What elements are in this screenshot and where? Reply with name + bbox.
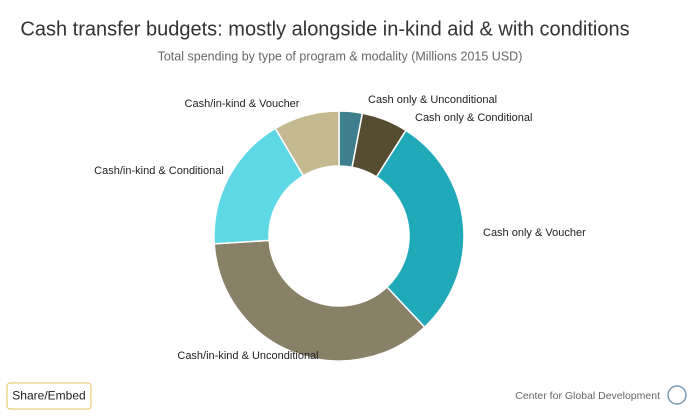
donut-segment <box>375 129 465 329</box>
segment-label: Cash/in-kind & Unconditional <box>177 350 318 362</box>
chart-title: Cash transfer budgets: mostly alongside … <box>20 18 629 40</box>
segment-label: Cash only & Voucher <box>483 227 586 239</box>
share-button[interactable] <box>6 382 92 410</box>
donut-segment <box>274 110 340 177</box>
chart-subtitle: Total spending by type of program & moda… <box>158 49 523 63</box>
credit: Center for Global Development <box>515 390 660 402</box>
segment-label: Cash only & Conditional <box>415 112 532 124</box>
credit-logo <box>667 385 687 405</box>
share-button-label[interactable]: Share/Embed <box>12 389 85 403</box>
segment-label: Cash only & Unconditional <box>368 94 497 106</box>
segment-label: Cash/in-kind & Conditional <box>94 165 224 177</box>
donut-segment <box>213 239 426 362</box>
segment-label: Cash/in-kind & Voucher <box>185 98 300 110</box>
